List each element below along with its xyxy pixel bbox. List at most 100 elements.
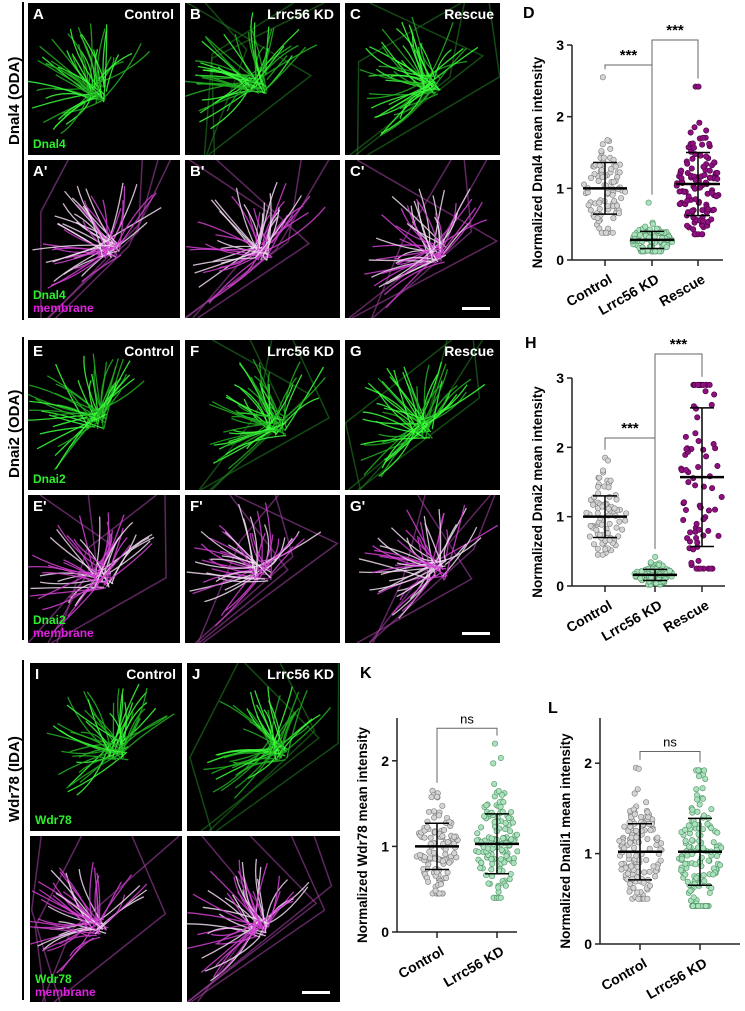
significance-bracket <box>604 437 656 549</box>
data-point <box>497 856 504 863</box>
data-point <box>689 155 696 162</box>
data-point <box>595 483 602 490</box>
chart-D: D 0 1 2 3 Normalized Dnal4 mean intensity Cont… <box>520 0 745 330</box>
data-point <box>434 793 441 800</box>
data-point <box>497 894 504 901</box>
data-point <box>689 903 696 910</box>
x-tick-label: Lrrc56 KD <box>441 943 507 990</box>
data-point <box>650 863 657 870</box>
data-point <box>699 141 706 148</box>
data-point <box>686 843 693 850</box>
data-point <box>693 786 700 793</box>
micrograph-A: A Control Dnal4 <box>28 3 180 155</box>
data-point <box>696 119 703 126</box>
panel-letter: A <box>33 6 44 23</box>
data-point <box>473 837 480 844</box>
data-point <box>444 869 451 876</box>
data-point <box>609 229 616 236</box>
panel-letter: G <box>350 343 362 360</box>
data-point <box>509 819 516 826</box>
panel-letter: G' <box>350 498 366 515</box>
micrograph-image <box>345 340 486 490</box>
data-point <box>690 144 697 151</box>
data-point <box>708 401 715 408</box>
data-point <box>702 775 709 782</box>
data-point <box>705 857 712 864</box>
data-point <box>604 530 611 537</box>
data-point <box>653 580 660 587</box>
data-point <box>495 884 502 891</box>
y-tick-label: 1 <box>556 509 564 525</box>
data-point <box>593 526 600 533</box>
row-divider <box>22 2 24 320</box>
data-point <box>485 880 492 887</box>
data-point <box>712 506 719 513</box>
channel-label: Wdr78 <box>35 813 72 827</box>
data-point <box>713 193 720 200</box>
condition-label: Rescue <box>444 6 494 22</box>
data-point <box>618 866 625 873</box>
data-point <box>633 834 640 841</box>
micrograph-image <box>187 836 333 1002</box>
y-axis-label: Normalized Dnali1 mean intensity <box>558 733 573 949</box>
y-tick-label: 0 <box>556 578 564 594</box>
data-point <box>703 127 710 134</box>
data-point <box>692 430 699 437</box>
data-point <box>695 773 702 780</box>
data-point <box>696 801 703 808</box>
y-tick-label: 1 <box>584 846 592 862</box>
data-point <box>608 165 615 172</box>
data-point <box>488 835 495 842</box>
data-point <box>603 229 610 236</box>
scale-bar <box>462 632 490 635</box>
data-point <box>684 222 691 229</box>
data-point <box>680 517 687 524</box>
significance-label: *** <box>666 22 684 39</box>
data-point <box>498 846 505 853</box>
data-point <box>621 845 628 852</box>
data-point <box>633 827 640 834</box>
panel-letter: L <box>548 700 558 717</box>
data-point <box>644 809 651 816</box>
micrograph-G: G Rescue <box>345 340 500 490</box>
data-point <box>693 520 700 527</box>
data-point <box>676 188 683 195</box>
data-point <box>700 872 707 879</box>
data-point <box>616 837 623 844</box>
panel-letter: C' <box>350 163 365 180</box>
data-point <box>691 124 698 131</box>
data-point <box>583 509 590 516</box>
data-point <box>709 485 716 492</box>
data-point <box>446 859 453 866</box>
data-point <box>443 875 450 882</box>
y-axis-label: Normalized Wdr78 mean intensity <box>355 726 370 943</box>
y-tick-label: 2 <box>381 753 389 769</box>
data-point <box>694 808 701 815</box>
data-point <box>657 857 664 864</box>
data-point <box>694 381 701 388</box>
data-point <box>432 887 439 894</box>
data-point <box>700 134 707 141</box>
micrograph-image <box>349 3 500 155</box>
data-point <box>635 895 642 902</box>
micrograph-E': E' Dnai2 membrane <box>28 495 180 643</box>
significance-label: *** <box>670 336 688 353</box>
data-point <box>596 162 603 169</box>
data-point <box>495 788 502 795</box>
data-point <box>706 167 713 174</box>
panel-letter: E' <box>33 498 47 515</box>
data-point <box>596 205 603 212</box>
data-point <box>613 524 620 531</box>
channel-label: Dnal4 <box>33 288 66 302</box>
data-point <box>689 207 696 214</box>
data-point <box>682 871 689 878</box>
y-tick-label: 0 <box>584 936 592 952</box>
data-point <box>710 440 717 447</box>
data-point <box>607 145 614 152</box>
data-point <box>643 799 650 806</box>
row-divider <box>22 337 24 640</box>
data-point <box>690 546 697 553</box>
chart-K: K 0 1 2 Normalized Wdr78 mean intensity Contr… <box>355 660 521 1006</box>
data-point <box>605 484 612 491</box>
